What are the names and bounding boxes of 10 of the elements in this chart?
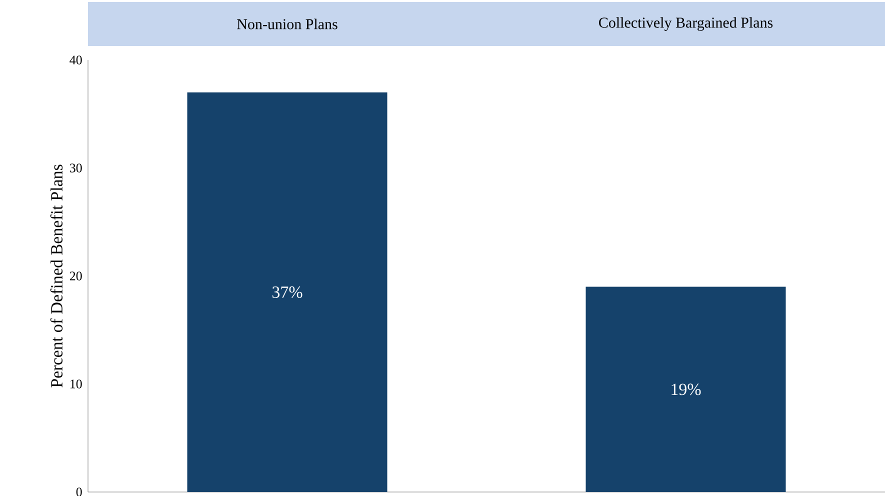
y-tick-label: 40 [70, 56, 82, 64]
y-tick-label: 30 [70, 164, 82, 172]
data-label: 37% [272, 286, 302, 298]
x-tick-label: Non-union Plans [237, 18, 338, 30]
x-tick-label: Collectively Bargained Plans [599, 17, 773, 31]
y-axis-title: Percent of Defined Benefit Plans [50, 164, 63, 388]
y-tick-label: 20 [70, 272, 82, 280]
y-tick-label: 0 [76, 488, 82, 496]
y-tick-label: 10 [70, 380, 82, 388]
data-label: 19% [672, 384, 701, 396]
